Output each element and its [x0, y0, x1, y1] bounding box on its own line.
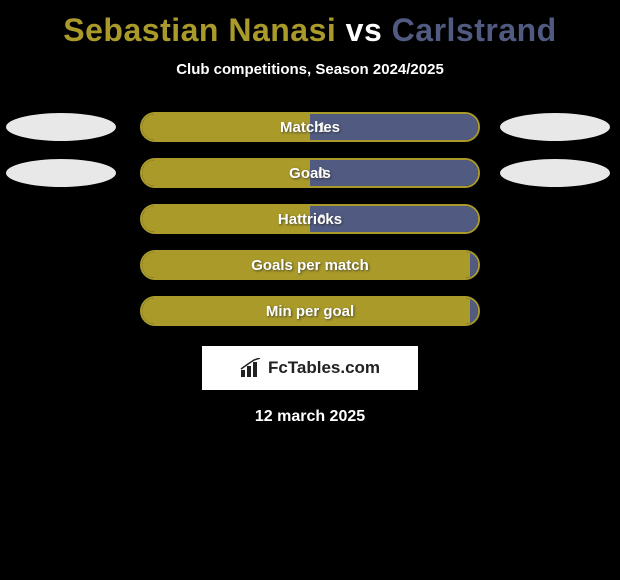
player1-photo-placeholder: [6, 159, 116, 187]
stat-bar: Min per goal: [140, 296, 480, 326]
vs-text: vs: [346, 12, 383, 48]
date: 12 march 2025: [0, 408, 620, 426]
player2-photo-placeholder: [500, 159, 610, 187]
comparison-chart: 1Matches 0Goals 0Hattricks Goals per match M…: [0, 112, 620, 326]
comparison-title: Sebastian Nanasi vs Carlstrand: [0, 0, 620, 49]
subtitle: Club competitions, Season 2024/2025: [0, 61, 620, 78]
stat-bar-right: 1: [310, 114, 478, 140]
chart-icon: [240, 358, 262, 378]
stat-row: Goals per match: [0, 250, 620, 280]
stat-row: Min per goal: [0, 296, 620, 326]
stat-bar-right: 0: [310, 160, 478, 186]
stat-bar: 1Matches: [140, 112, 480, 142]
player2-photo-placeholder: [500, 113, 610, 141]
stat-bar: Goals per match: [140, 250, 480, 280]
stat-bar-left: [142, 206, 310, 232]
stat-bar-left: [142, 252, 470, 278]
stat-row: 0Hattricks: [0, 204, 620, 234]
player2-name: Carlstrand: [392, 12, 557, 48]
player1-name: Sebastian Nanasi: [63, 12, 336, 48]
stat-bar-left: [142, 160, 310, 186]
stat-bar-left: [142, 114, 310, 140]
logo-text: FcTables.com: [268, 358, 380, 378]
stat-bar-right: [470, 298, 478, 324]
stat-row: 1Matches: [0, 112, 620, 142]
stat-bar-left: [142, 298, 470, 324]
stat-bar-right: [470, 252, 478, 278]
stat-bar-right: 0: [310, 206, 478, 232]
stat-row: 0Goals: [0, 158, 620, 188]
fctables-logo: FcTables.com: [202, 346, 418, 390]
stat-bar: 0Hattricks: [140, 204, 480, 234]
player1-photo-placeholder: [6, 113, 116, 141]
stat-bar: 0Goals: [140, 158, 480, 188]
